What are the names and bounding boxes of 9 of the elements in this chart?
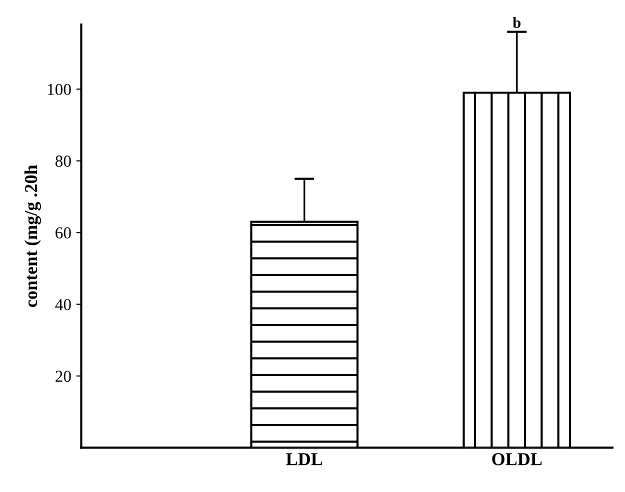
y-tick-label: 100 (48, 84, 71, 96)
x-tick-label: OLDL (492, 453, 542, 466)
y-tick-label: 80 (55, 156, 71, 167)
y-tick-label: 60 (56, 227, 71, 239)
annotation: b (512, 17, 521, 28)
y-tick-label: 40 (55, 298, 71, 310)
y-axis-title: content (mg/g .20h (24, 164, 41, 308)
x-tick-label: LDL (286, 453, 322, 466)
y-tick-label: 20 (56, 370, 71, 382)
